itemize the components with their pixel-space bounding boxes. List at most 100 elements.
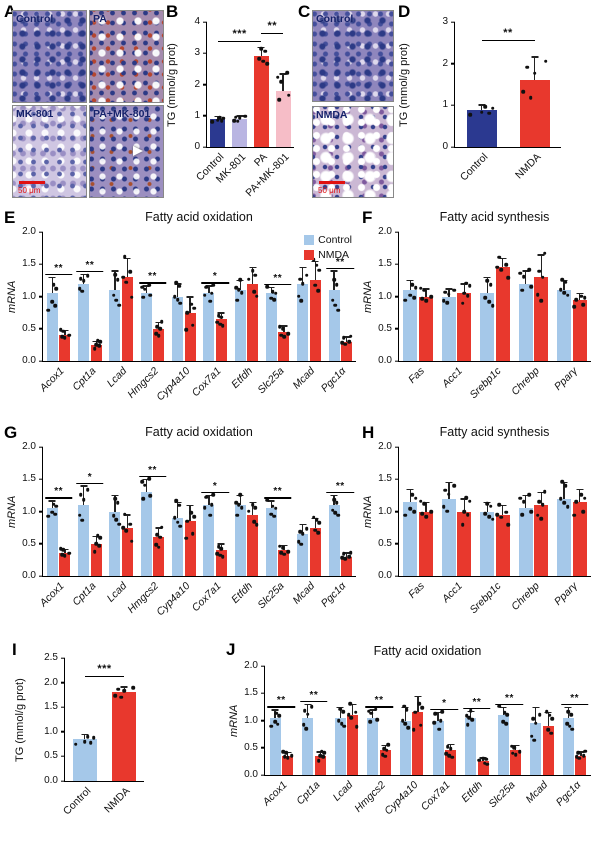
significance-stars: **	[267, 19, 278, 32]
bar-fill	[403, 501, 418, 576]
data-point	[565, 293, 570, 297]
data-point	[299, 298, 304, 303]
y-tick-label: 1.5	[378, 473, 392, 485]
bar-group: Control	[455, 22, 508, 183]
data-point	[583, 496, 587, 501]
error-bar	[114, 495, 116, 512]
bar-group: ** Acox1	[38, 232, 74, 394]
bar-fill	[90, 344, 102, 361]
data-point	[88, 741, 93, 745]
y-tick-label: 0.0	[378, 570, 392, 581]
y-tick-label: 1	[442, 99, 448, 111]
bar	[112, 658, 137, 781]
bar-group: * Cox7a1	[190, 232, 230, 399]
error-bar	[448, 482, 450, 499]
x-category-label: NMDA	[102, 785, 133, 816]
data-point	[140, 480, 144, 484]
data-point	[265, 498, 270, 502]
y-tick-mark	[451, 104, 455, 107]
error-bar-cap	[123, 514, 131, 516]
bar-fill	[78, 283, 90, 361]
significance-marker: **	[300, 690, 328, 703]
x-category-label: Srebp1c	[467, 365, 504, 402]
error-bar	[239, 280, 241, 291]
y-tick-label: 0.5	[378, 537, 392, 549]
data-point	[111, 293, 116, 297]
bar	[542, 666, 555, 775]
data-point	[128, 270, 133, 274]
data-point	[215, 320, 220, 325]
data-point	[403, 722, 408, 726]
data-point	[67, 333, 71, 337]
data-point	[336, 308, 340, 313]
error-bar-cap	[414, 695, 422, 697]
bar-fill	[109, 511, 121, 576]
data-point	[128, 522, 133, 527]
data-point	[192, 306, 196, 311]
data-point	[252, 290, 256, 294]
error-bar	[437, 712, 439, 721]
significance-line	[326, 492, 355, 494]
data-point	[322, 750, 327, 755]
bar-fill	[140, 293, 152, 361]
data-point	[368, 720, 372, 724]
data-point	[527, 492, 531, 497]
data-point	[336, 513, 340, 518]
bar-fill	[46, 293, 58, 361]
y-tick-mark	[395, 263, 399, 265]
bar-fill	[497, 715, 509, 775]
error-bar	[486, 501, 488, 512]
data-point	[335, 283, 339, 287]
error-bar-cap	[214, 116, 222, 118]
data-point	[280, 545, 285, 550]
bar-fill	[367, 717, 379, 775]
data-point	[296, 539, 301, 544]
x-category-label: Slc25a	[255, 365, 287, 397]
bar	[253, 22, 269, 147]
significance-line	[463, 708, 491, 710]
bar-fill	[403, 290, 418, 361]
data-point	[279, 551, 283, 555]
data-point	[490, 517, 495, 521]
x-category-label: Mcad	[290, 580, 318, 607]
error-bar-cap	[299, 267, 307, 269]
bar-fill	[215, 550, 227, 576]
data-point	[124, 280, 128, 285]
data-point	[143, 483, 147, 488]
data-point	[185, 519, 190, 523]
bar	[46, 232, 59, 361]
data-point	[410, 283, 414, 287]
bar-groups: Control MK-801 PA PA+MK-801	[194, 22, 294, 199]
error-bar-cap	[155, 527, 163, 529]
data-point	[482, 761, 487, 766]
error-bar-cap	[217, 312, 225, 314]
data-point	[479, 110, 484, 114]
bar-fill	[172, 517, 184, 576]
data-point	[366, 709, 371, 714]
significance-stars: *	[212, 481, 218, 493]
data-point	[122, 689, 127, 693]
bar-group: Fas	[399, 447, 437, 601]
data-point	[565, 505, 570, 509]
plot-area: 0.0 0.5 1.0 1.5 2.0 2.5 Control NMDA ***	[44, 653, 145, 817]
data-point	[219, 546, 224, 551]
y-tick-label: 1.5	[44, 701, 58, 713]
error-bar	[208, 495, 210, 506]
data-point	[412, 510, 416, 514]
legend-swatch	[304, 250, 315, 260]
significance-stars: **	[54, 262, 64, 274]
error-bar-cap	[155, 322, 163, 324]
data-point	[339, 721, 344, 726]
error-bar	[502, 505, 504, 515]
error-bar	[463, 498, 466, 512]
bar-fill	[557, 290, 572, 361]
bar	[572, 447, 587, 576]
scale-bar	[19, 181, 45, 184]
error-bar-cap	[48, 276, 56, 279]
bar-group: NMDA	[102, 658, 145, 815]
bar	[296, 232, 309, 361]
data-point	[413, 285, 418, 290]
panel-a-micrographs: Control PA MK-801 50 μm PA+MK-801	[12, 10, 164, 198]
x-category-label: Pgc1α	[319, 580, 349, 610]
data-point	[208, 299, 213, 304]
